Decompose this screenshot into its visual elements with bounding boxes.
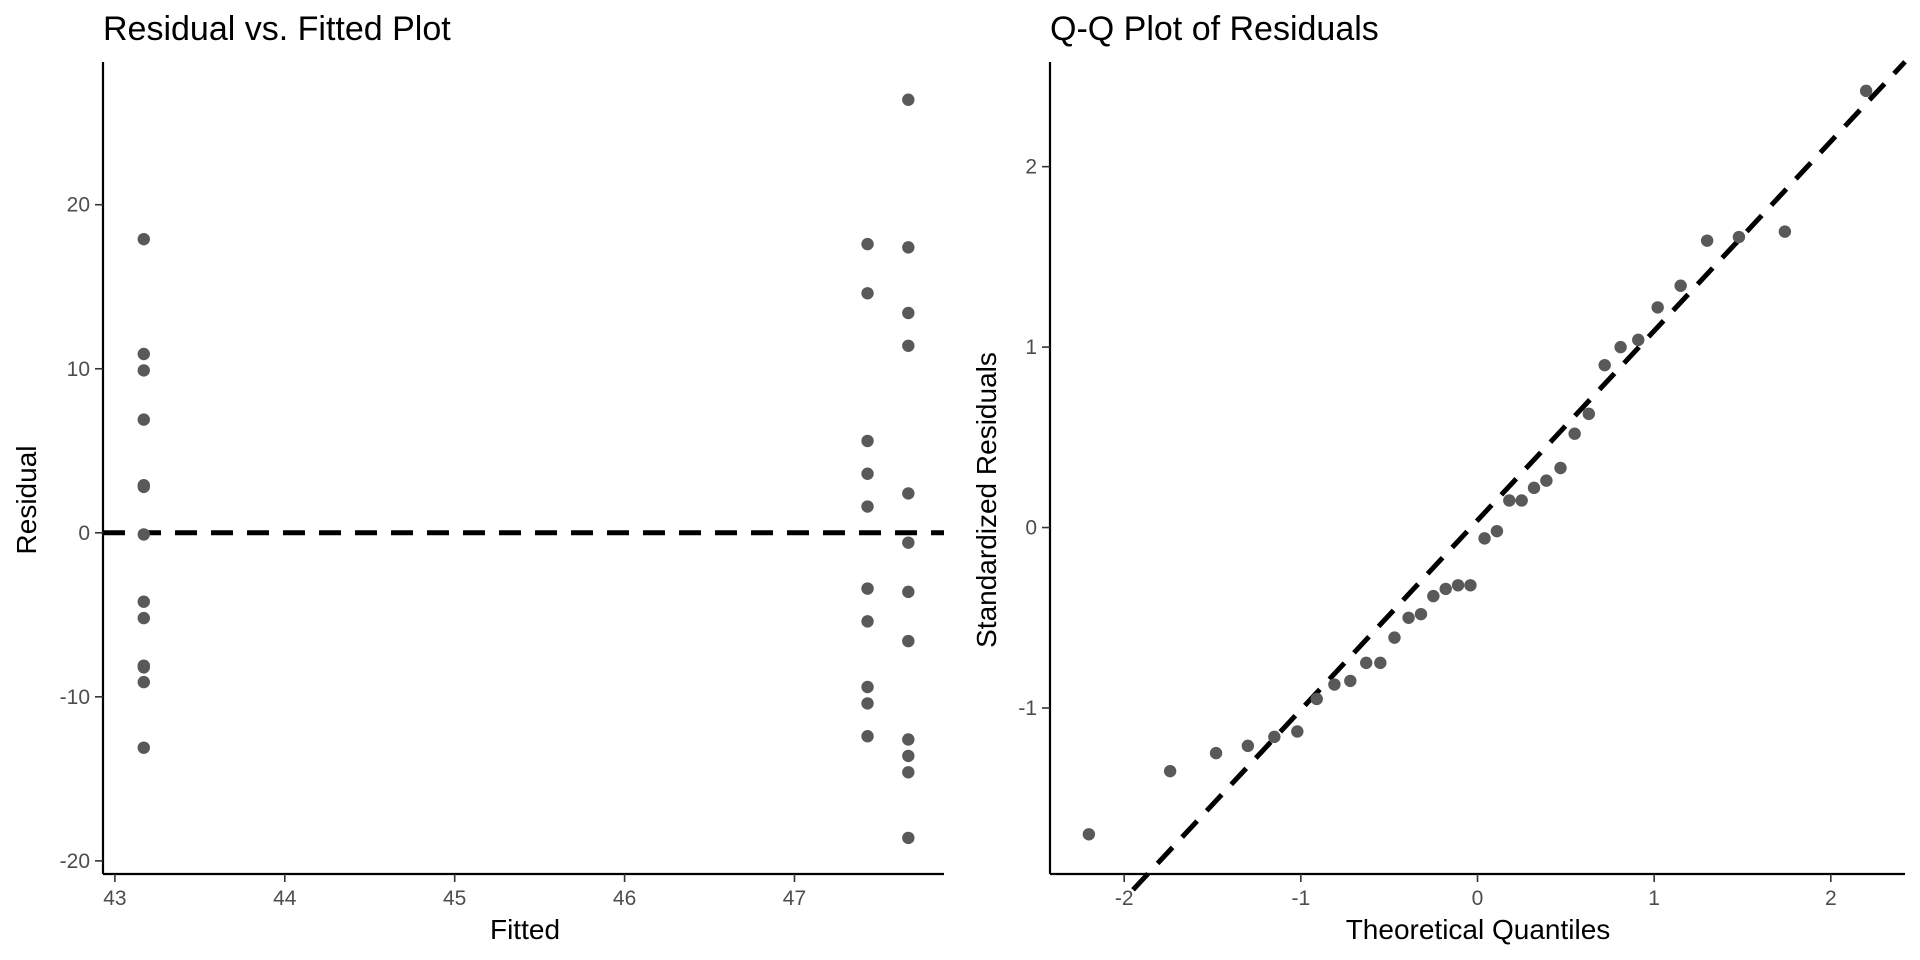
data-point — [1388, 631, 1401, 644]
data-point — [1732, 230, 1746, 244]
data-point — [137, 661, 150, 674]
x-tick-label: 1 — [1648, 887, 1660, 910]
data-point — [1632, 333, 1645, 347]
data-point — [1478, 532, 1491, 545]
x-tick-label: 47 — [783, 887, 806, 910]
data-point — [1614, 340, 1627, 354]
x-tick-label: 45 — [443, 887, 466, 910]
data-point — [1490, 524, 1504, 538]
data-point — [1527, 481, 1541, 495]
data-point — [902, 93, 915, 106]
data-point — [861, 237, 874, 251]
y-tick-label: 20 — [67, 194, 90, 217]
data-point — [861, 730, 874, 743]
data-point — [137, 528, 150, 541]
data-point — [902, 634, 915, 648]
data-point — [902, 733, 915, 746]
data-point — [1674, 279, 1687, 292]
data-point — [861, 582, 874, 595]
x-axis-title: Fitted — [490, 914, 560, 945]
data-point — [1700, 234, 1714, 247]
data-point — [137, 232, 150, 246]
data-point — [1328, 678, 1341, 691]
data-point — [902, 831, 915, 845]
data-point — [1464, 579, 1477, 592]
data-point — [1268, 730, 1281, 744]
data-point — [1540, 474, 1553, 487]
data-point — [902, 306, 915, 320]
x-tick-label: -2 — [1115, 887, 1134, 910]
data-point — [861, 287, 874, 300]
qq-plot-panel: Q-Q Plot of Residuals Theoretical Quanti… — [971, 10, 1907, 945]
x-tick-label: -1 — [1292, 887, 1311, 910]
data-point — [1439, 582, 1452, 596]
data-point — [1163, 764, 1177, 778]
x-axis-title: Theoretical Quantiles — [1346, 914, 1611, 945]
data-point — [137, 413, 150, 426]
data-point — [902, 766, 915, 779]
x-tick-label: 2 — [1825, 887, 1837, 910]
qq-reference-line — [1131, 60, 1907, 892]
y-tick-label: 1 — [1025, 336, 1037, 359]
data-point — [861, 680, 874, 694]
data-point — [902, 749, 915, 763]
data-point — [1360, 656, 1373, 670]
data-point — [137, 595, 150, 608]
x-tick-label: 44 — [273, 887, 297, 910]
y-axis-title: Residual — [11, 446, 42, 555]
data-point — [137, 741, 150, 754]
y-tick-label: -1 — [1018, 697, 1037, 720]
data-point — [1374, 656, 1387, 670]
y-tick-label: 10 — [67, 358, 90, 381]
data-point — [902, 536, 915, 549]
y-tick-label: 0 — [78, 522, 90, 545]
data-point — [1651, 301, 1664, 314]
chart-title: Q-Q Plot of Residuals — [1050, 10, 1379, 48]
data-point — [902, 487, 915, 500]
x-tick-label: 0 — [1472, 887, 1484, 910]
y-tick-label: 0 — [1025, 517, 1037, 540]
residual-vs-fitted-panel: Residual vs. Fitted Plot Fitted Residual… — [11, 10, 944, 945]
data-point — [861, 615, 874, 628]
data-point — [1209, 746, 1223, 760]
data-point — [137, 611, 150, 625]
data-point — [1427, 589, 1440, 603]
data-point — [137, 364, 150, 377]
data-point — [1568, 427, 1581, 440]
data-point — [1082, 828, 1096, 841]
data-point — [1778, 225, 1792, 238]
data-point — [1598, 358, 1611, 372]
chart-title: Residual vs. Fitted Plot — [103, 10, 451, 48]
data-point — [1402, 611, 1415, 624]
y-tick-label: -10 — [60, 686, 90, 709]
x-tick-label: 43 — [103, 887, 126, 910]
data-point — [1515, 494, 1528, 507]
data-point — [137, 347, 150, 361]
data-point — [902, 241, 915, 254]
data-point — [137, 480, 150, 494]
data-point — [1414, 607, 1428, 621]
data-point — [1310, 692, 1323, 706]
data-point — [1554, 461, 1567, 475]
y-tick-label: -20 — [60, 850, 90, 873]
data-point — [861, 434, 874, 448]
data-point — [861, 500, 874, 513]
data-point — [1859, 84, 1873, 98]
data-point — [861, 467, 874, 480]
data-point — [1503, 494, 1516, 507]
data-point — [1291, 725, 1304, 738]
data-point — [902, 339, 915, 352]
data-point — [1241, 739, 1255, 753]
y-axis-title: Standardized Residuals — [971, 352, 1002, 648]
data-point — [1451, 579, 1465, 592]
data-point — [861, 697, 874, 710]
y-tick-label: 2 — [1025, 156, 1037, 179]
data-point — [902, 585, 915, 599]
data-point — [1582, 407, 1595, 421]
data-point — [1344, 674, 1357, 688]
x-tick-label: 46 — [613, 887, 636, 910]
data-point — [137, 675, 150, 689]
